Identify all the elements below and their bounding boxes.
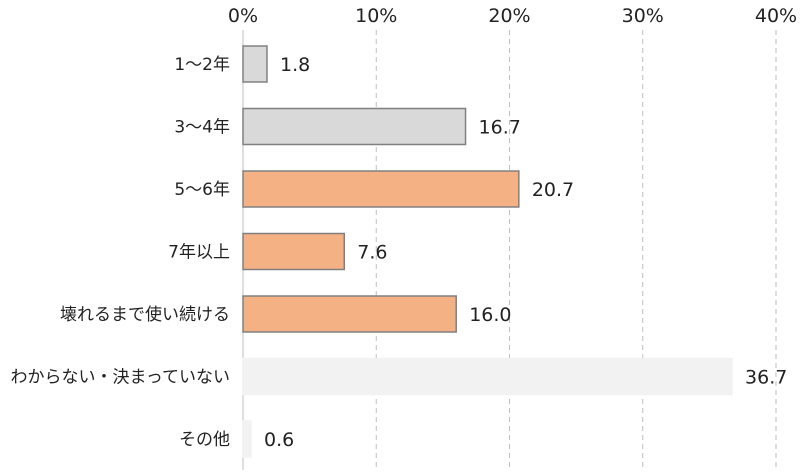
category-label: 1〜2年 — [174, 55, 230, 75]
bars — [242, 45, 733, 458]
category-label: その他 — [179, 430, 230, 450]
category-labels: 1〜2年 3〜4年 5〜6年 7年以上壊れるまで使い続けるわからない・決まっていないそ… — [11, 55, 230, 450]
x-tick-label: 10% — [355, 5, 397, 27]
bar — [242, 45, 268, 83]
bar — [242, 170, 520, 208]
category-label: 3〜4年 — [174, 118, 230, 138]
value-label: 1.8 — [280, 54, 310, 76]
value-label: 7.6 — [357, 242, 387, 264]
value-label: 16.0 — [469, 304, 511, 326]
value-label: 16.7 — [479, 117, 521, 139]
x-tick-label: 0% — [228, 5, 258, 27]
bar — [242, 295, 457, 333]
value-labels: 1.8 16.7 20.7 7.6 16.0 36.7 0.6 — [264, 54, 787, 451]
bar — [242, 357, 733, 396]
x-tick-label: 30% — [622, 5, 664, 27]
bar — [242, 107, 467, 146]
value-label: 20.7 — [532, 179, 574, 201]
bar — [242, 420, 252, 458]
category-label: わからない・決まっていない — [11, 368, 230, 388]
x-axis-ticks: 0% 10% 20% 30% 40% — [228, 5, 797, 27]
category-label: 7年以上 — [168, 243, 230, 263]
category-label: 壊れるまで使い続ける — [60, 304, 230, 325]
value-label: 0.6 — [264, 429, 294, 451]
category-label: 5〜6年 — [174, 180, 230, 200]
x-tick-label: 20% — [488, 5, 530, 27]
bar — [242, 232, 346, 271]
x-tick-label: 40% — [755, 5, 797, 27]
value-label: 36.7 — [745, 367, 787, 389]
